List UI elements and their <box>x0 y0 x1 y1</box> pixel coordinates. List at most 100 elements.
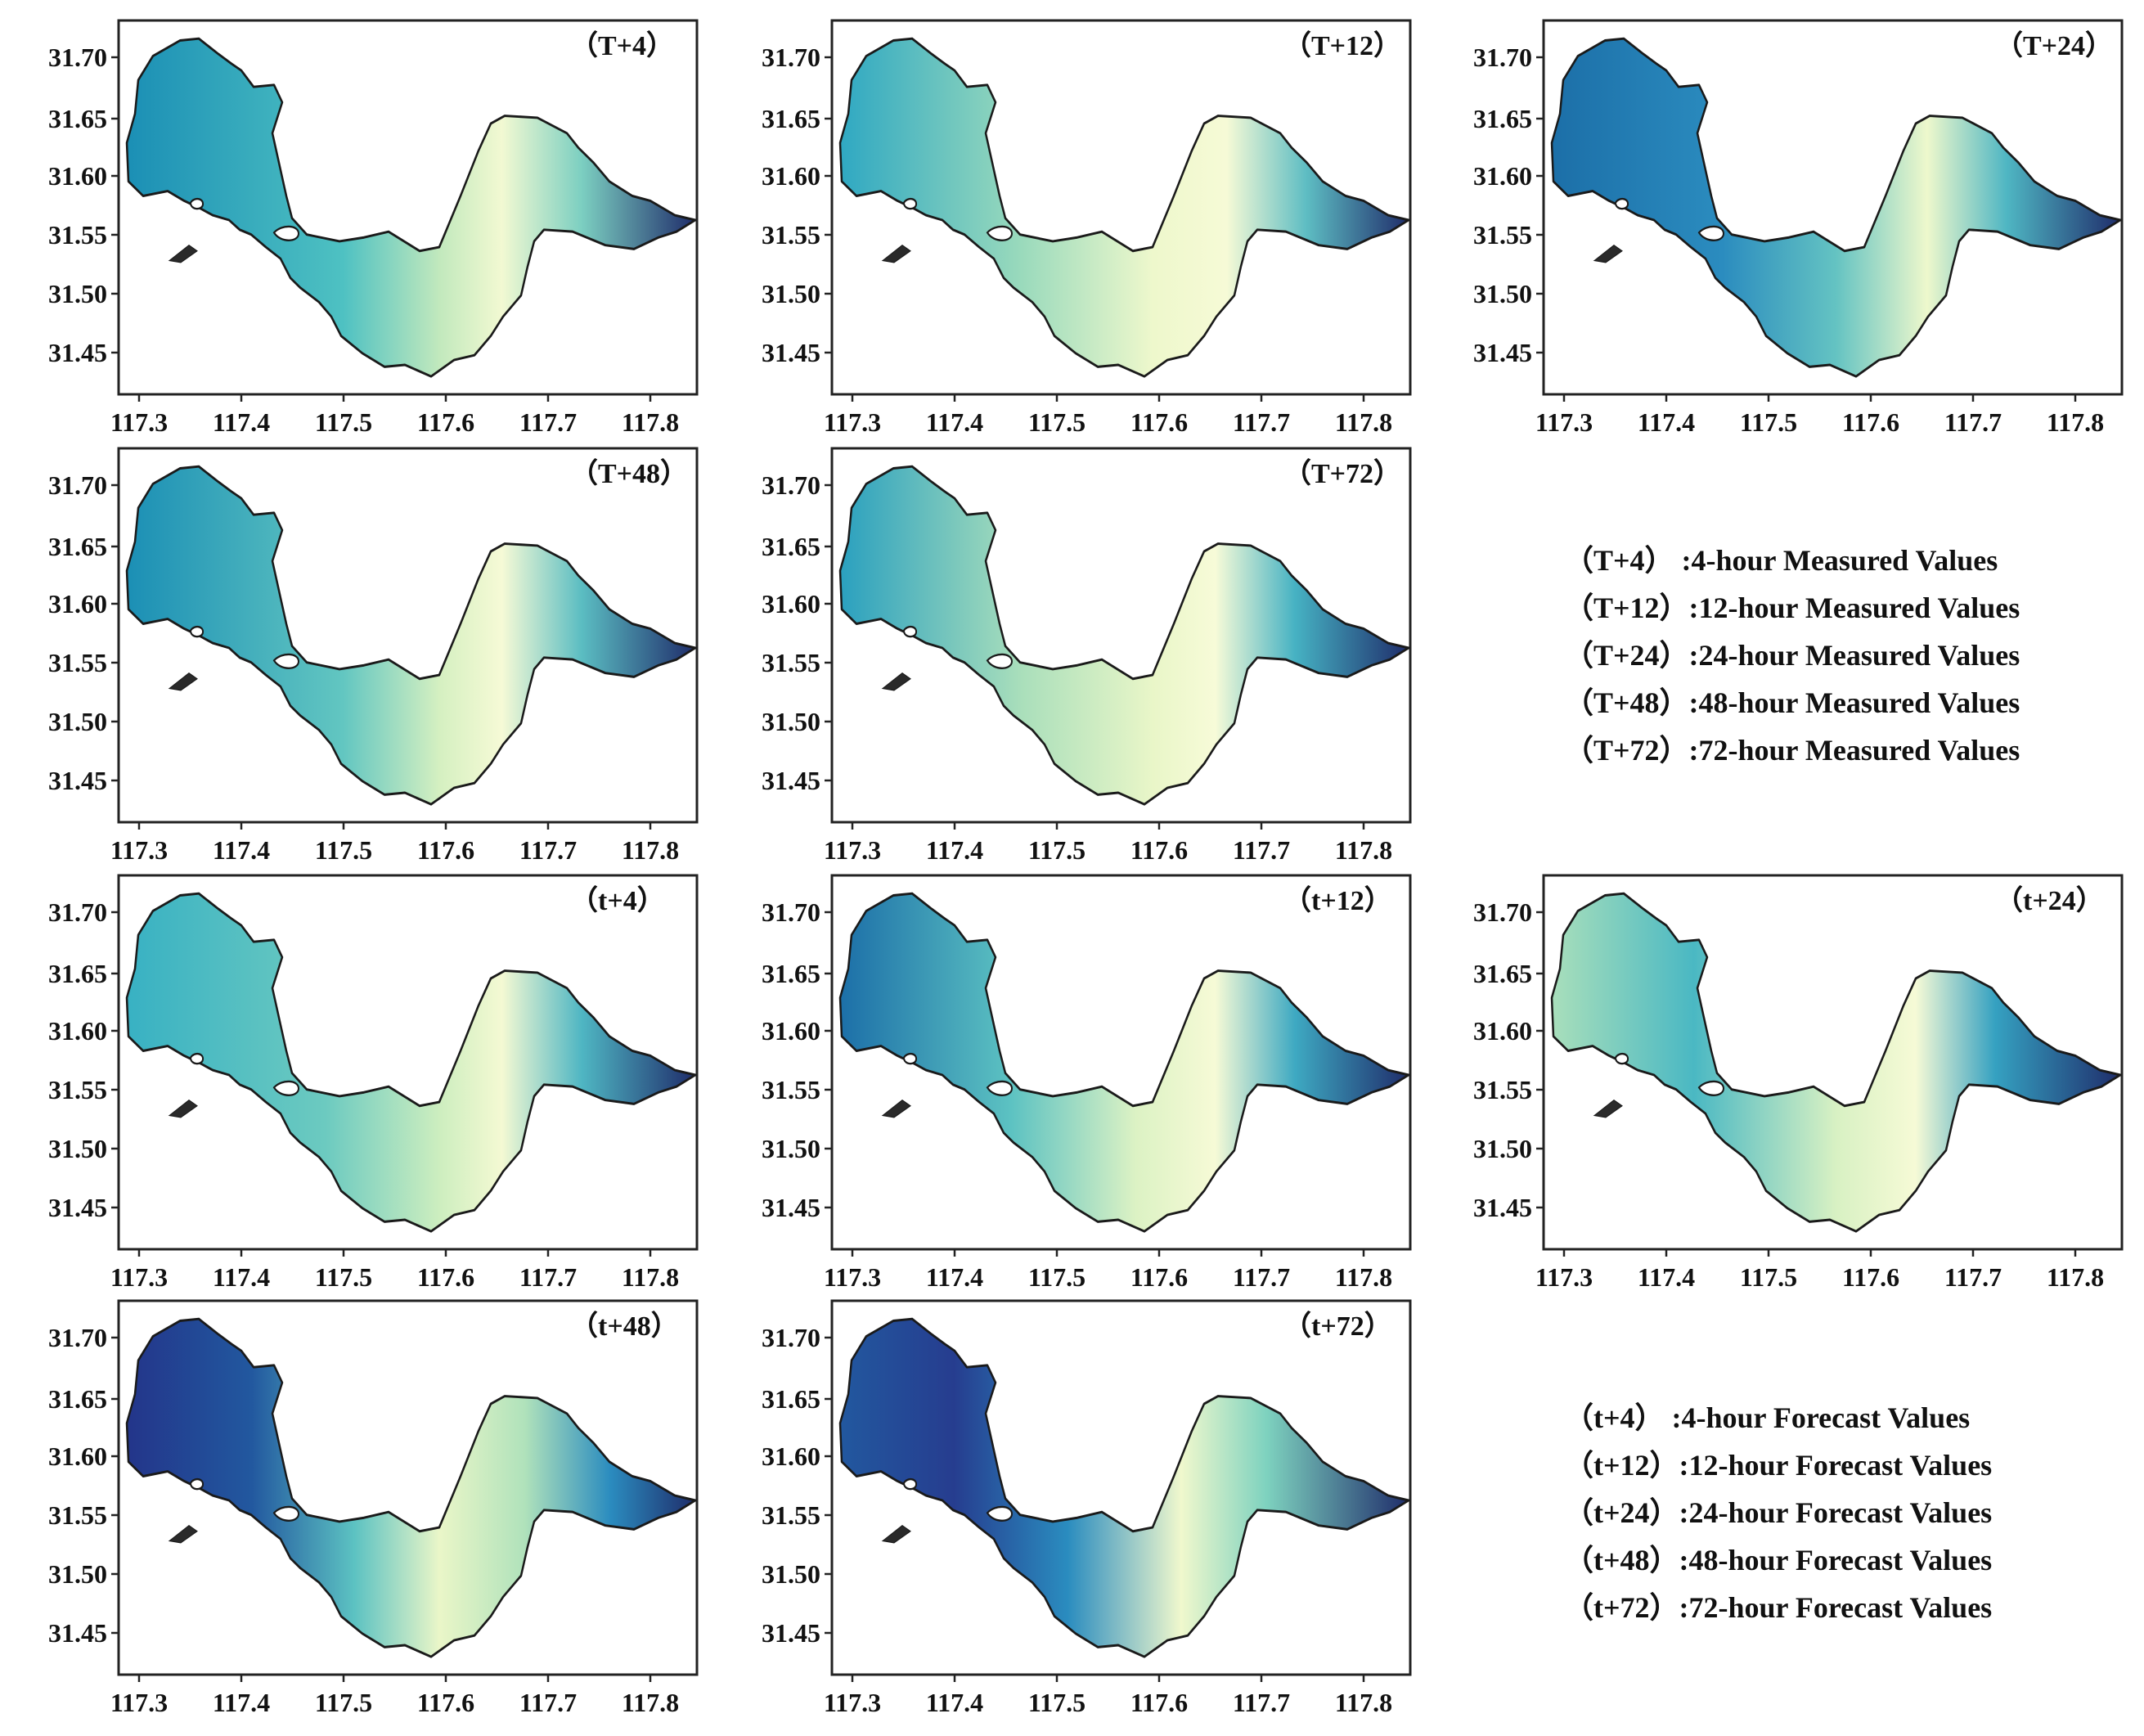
legend: （T+4） :4-hour Measured Values （T+12）:12-h… <box>1564 544 2020 1624</box>
x-tick-label: 117.8 <box>1335 835 1392 865</box>
island-marker <box>1614 1053 1629 1065</box>
y-tick-label: 31.45 <box>1473 338 1532 367</box>
island-marker <box>902 1053 917 1065</box>
x-tick-label: 117.7 <box>519 1262 577 1292</box>
legend-forecast-entry: （t+24）:24-hour Forecast Values <box>1564 1496 1992 1529</box>
legend-forecast-entry: （t+48）:48-hour Forecast Values <box>1564 1544 1992 1576</box>
x-tick-label: 117.4 <box>213 1262 270 1292</box>
y-tick-label: 31.70 <box>762 43 820 72</box>
panel-title: （t+4） <box>570 884 665 916</box>
shore-feature <box>168 672 198 691</box>
y-tick-label: 31.60 <box>762 1016 820 1046</box>
lake-shape <box>838 37 1410 378</box>
shore-feature <box>168 1099 198 1118</box>
x-tick-label: 117.5 <box>315 407 372 437</box>
y-tick-label: 31.55 <box>762 648 820 677</box>
x-tick-label: 117.3 <box>824 1688 881 1717</box>
legend-measured-entry: （T+12）:12-hour Measured Values <box>1564 591 2020 624</box>
y-tick-label: 31.45 <box>762 1618 820 1648</box>
x-tick-label: 117.7 <box>1944 407 2002 437</box>
x-tick-label: 117.8 <box>1335 1688 1392 1717</box>
y-tick-label: 31.50 <box>48 1559 107 1589</box>
x-tick-label: 117.7 <box>519 1688 577 1717</box>
lake-shape <box>838 892 1410 1233</box>
shore-feature <box>881 1524 911 1544</box>
y-tick-label: 31.45 <box>762 766 820 795</box>
shore-feature <box>881 1099 911 1118</box>
lake-outline <box>1550 892 2122 1233</box>
y-tick-label: 31.50 <box>762 279 820 308</box>
y-tick-label: 31.50 <box>48 1134 107 1163</box>
y-tick-label: 31.45 <box>48 1193 107 1222</box>
island-marker <box>1697 1080 1725 1096</box>
y-tick-label: 31.65 <box>762 104 820 133</box>
x-tick-label: 117.6 <box>1130 407 1188 437</box>
map-panel: （T+48） 117.3 117.4 117.5 117.6 117.7 117.8 31.7… <box>48 447 699 865</box>
y-tick-label: 31.65 <box>762 1384 820 1414</box>
shore-feature <box>1593 1099 1623 1118</box>
x-tick-label: 117.3 <box>824 835 881 865</box>
lake-shape <box>838 1317 1410 1658</box>
x-tick-label: 117.4 <box>926 1262 983 1292</box>
x-tick-label: 117.5 <box>315 835 372 865</box>
map-panel: （T+24） 117.3 117.4 117.5 117.6 117.7 117.8 31.7… <box>1473 19 2124 437</box>
x-tick-label: 117.8 <box>622 835 679 865</box>
x-tick-label: 117.3 <box>110 1688 168 1717</box>
island-marker <box>272 225 300 241</box>
shore-feature <box>168 1524 198 1544</box>
y-tick-label: 31.60 <box>48 1441 107 1471</box>
x-tick-label: 117.8 <box>1335 407 1392 437</box>
lake-outline <box>838 1317 1410 1658</box>
map-panel: （T+12） 117.3 117.4 117.5 117.6 117.7 117.8 31.7… <box>762 19 1412 437</box>
island-marker <box>272 1505 300 1522</box>
map-panels: （T+4） 117.3 117.4 117.5 117.6 117.7 117.8 31.70… <box>48 19 2124 1717</box>
y-tick-label: 31.60 <box>762 589 820 618</box>
x-tick-label: 117.5 <box>1028 1688 1085 1717</box>
lake-shape <box>125 1317 697 1658</box>
lake-outline <box>838 465 1410 806</box>
island-marker <box>189 1053 204 1065</box>
y-tick-label: 31.50 <box>48 707 107 736</box>
island-marker <box>986 1080 1014 1096</box>
x-tick-label: 117.8 <box>2047 407 2104 437</box>
x-tick-label: 117.3 <box>110 1262 168 1292</box>
y-tick-label: 31.45 <box>48 766 107 795</box>
y-tick-label: 31.45 <box>762 338 820 367</box>
panel-title: （T+24） <box>1995 29 2113 61</box>
x-tick-label: 117.5 <box>315 1688 372 1717</box>
island-marker <box>1614 198 1629 210</box>
x-tick-label: 117.3 <box>824 407 881 437</box>
lake-outline <box>125 892 697 1233</box>
x-tick-label: 117.7 <box>1233 1262 1290 1292</box>
y-tick-label: 31.65 <box>48 532 107 561</box>
x-tick-label: 117.3 <box>1535 1262 1593 1292</box>
island-marker <box>902 198 917 210</box>
x-tick-label: 117.7 <box>519 407 577 437</box>
x-tick-label: 117.7 <box>1233 407 1290 437</box>
map-panel: （t+4） 117.3 117.4 117.5 117.6 117.7 117.8 31.70… <box>48 874 699 1292</box>
x-tick-label: 117.5 <box>315 1262 372 1292</box>
y-tick-label: 31.70 <box>762 897 820 927</box>
y-tick-label: 31.70 <box>762 470 820 500</box>
x-tick-label: 117.8 <box>622 407 679 437</box>
y-tick-label: 31.50 <box>1473 279 1532 308</box>
x-tick-label: 117.4 <box>213 835 270 865</box>
lake-outline <box>838 892 1410 1233</box>
lake-outline <box>125 465 697 806</box>
y-tick-label: 31.50 <box>762 1559 820 1589</box>
island-marker <box>986 225 1014 241</box>
y-tick-label: 31.70 <box>1473 897 1532 927</box>
lake-outline <box>125 37 697 378</box>
x-tick-label: 117.4 <box>213 1688 270 1717</box>
x-tick-label: 117.4 <box>1638 1262 1695 1292</box>
y-tick-label: 31.70 <box>48 470 107 500</box>
x-tick-label: 117.4 <box>926 407 983 437</box>
x-tick-label: 117.5 <box>1028 835 1085 865</box>
y-tick-label: 31.60 <box>48 589 107 618</box>
y-tick-label: 31.70 <box>762 1323 820 1352</box>
legend-measured-entry: （T+72）:72-hour Measured Values <box>1564 734 2020 767</box>
legend-forecast-entry: （t+4） :4-hour Forecast Values <box>1564 1401 1970 1434</box>
y-tick-label: 31.65 <box>1473 104 1532 133</box>
y-tick-label: 31.50 <box>48 279 107 308</box>
